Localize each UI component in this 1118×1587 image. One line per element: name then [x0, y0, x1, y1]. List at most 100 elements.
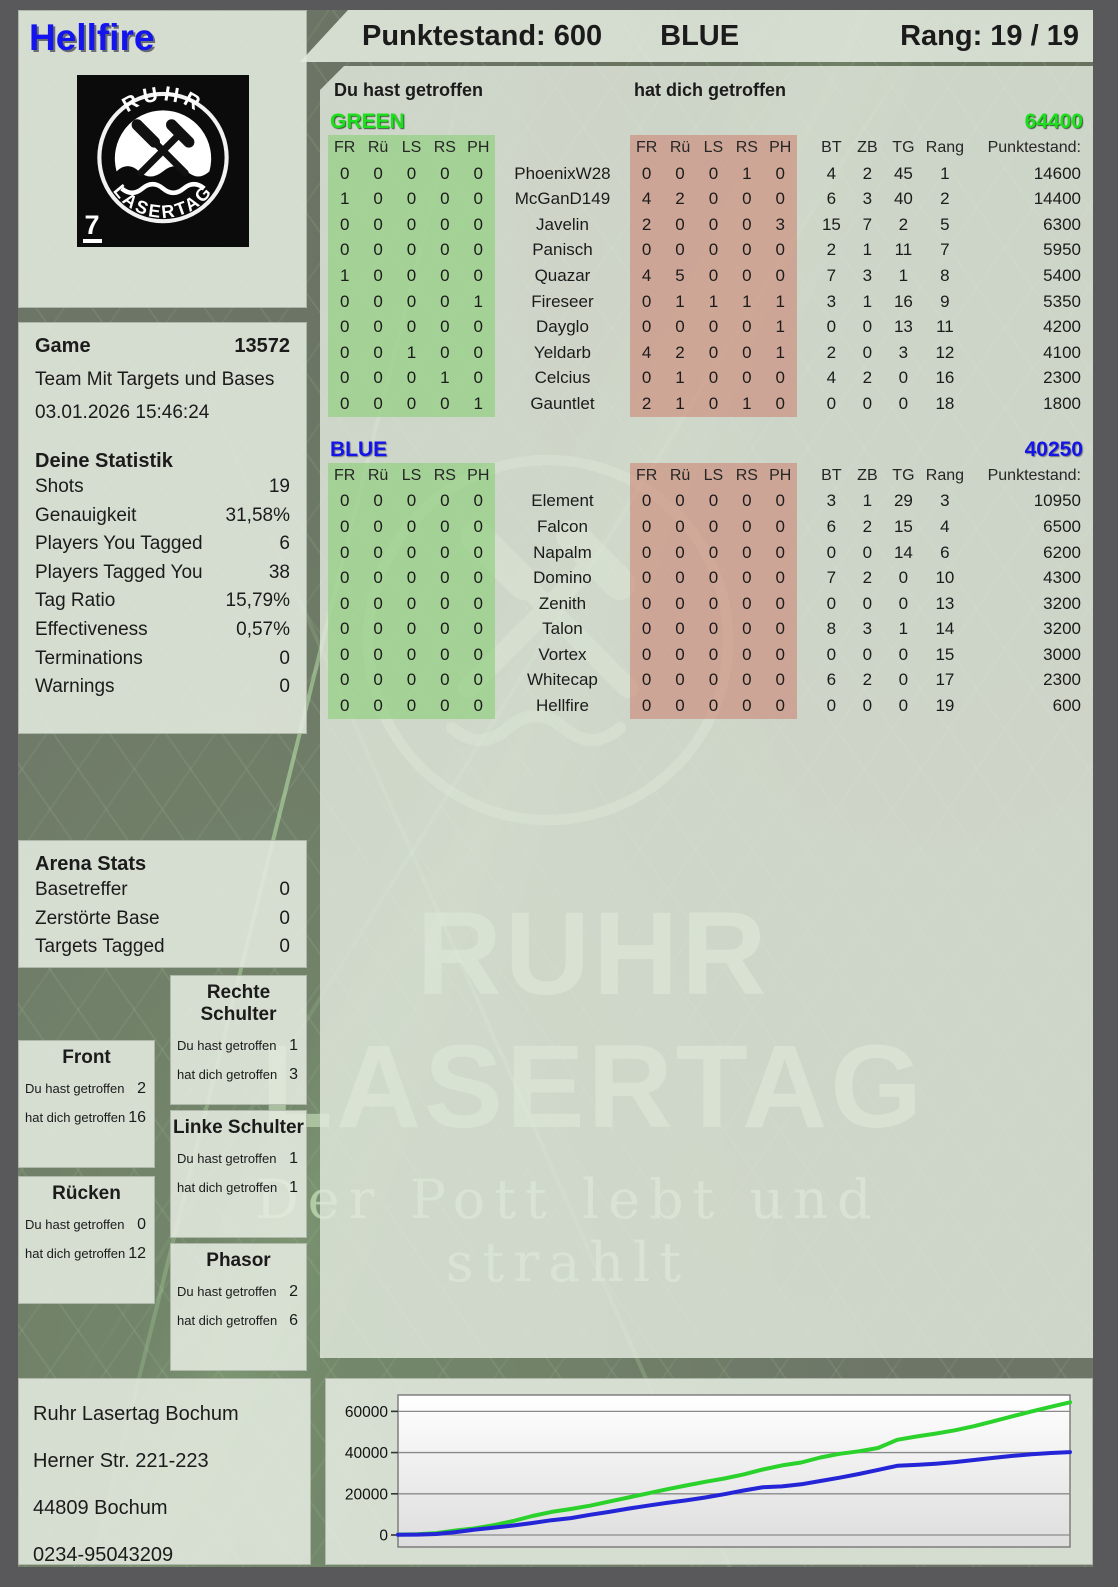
col-header: Rü	[361, 462, 395, 489]
col-gap	[797, 488, 813, 514]
cell-them-hit: 0	[730, 693, 764, 719]
game-datetime: 03.01.2026 15:46:24	[35, 402, 210, 423]
cell-zb: 2	[862, 163, 873, 183]
col-gap	[797, 263, 813, 289]
col-gap	[797, 540, 813, 566]
stat-row: Players Tagged You 38	[35, 559, 290, 588]
cell-you-hit: 0	[361, 693, 395, 719]
cell-player-name: Whitecap	[527, 670, 598, 690]
cell-them-hit: 0	[696, 365, 731, 392]
cell-you-hit: 1	[328, 263, 362, 289]
cell-you-hit: 0	[328, 288, 362, 315]
cell-you-hit: 0	[428, 616, 462, 642]
cell-rang: 10	[935, 568, 955, 588]
cell-you-hit: 1	[428, 365, 462, 392]
cell-bt: 15	[821, 214, 841, 234]
cell-bt: 4	[826, 163, 837, 183]
cell-zb: 3	[862, 266, 873, 286]
col-gap	[797, 161, 813, 187]
arena-stats-title: Arena Stats	[35, 853, 147, 875]
cell-tg: 1	[898, 266, 909, 286]
cell-tg: 0	[898, 593, 909, 613]
cell-tg: 0	[898, 644, 909, 664]
cell-bt: 3	[826, 491, 837, 511]
cell-them-hit: 1	[730, 160, 764, 187]
cell-bt: 0	[826, 542, 837, 562]
cell-rang: 9	[940, 291, 950, 311]
col-header: Rü	[663, 135, 697, 161]
stat-row: Warnings 0	[35, 673, 290, 702]
cell-them-hit: 0	[663, 488, 697, 514]
cell-zb: 1	[862, 240, 873, 260]
cell-rang: 17	[935, 670, 955, 690]
cell-them-hit: 0	[663, 565, 697, 591]
cell-them-hit: 0	[696, 263, 731, 289]
hitbox-you-label: Du hast getroffen	[177, 1284, 277, 1299]
cell-you-hit: 0	[328, 211, 362, 238]
cell-you-hit: 0	[461, 314, 495, 340]
cell-player-name: Domino	[533, 568, 592, 588]
cell-you-hit: 0	[361, 237, 395, 264]
col-header: FR	[328, 135, 362, 161]
stat-value: 0	[279, 676, 290, 698]
cell-bt: 7	[826, 266, 837, 286]
cell-them-hit: 0	[629, 641, 664, 668]
cell-you-hit: 0	[361, 641, 395, 668]
cell-bt: 0	[826, 593, 837, 613]
cell-rang: 18	[935, 394, 955, 414]
cell-them-hit: 0	[696, 237, 731, 264]
cell-you-hit: 0	[428, 539, 462, 566]
cell-you-hit: 0	[461, 565, 495, 591]
cell-bt: 6	[826, 670, 837, 690]
col-header: RS	[730, 135, 764, 161]
table-row: 0 0 0 0 0 Domino 0 0 0 0 0 7 2 0 10 4300	[328, 565, 1085, 591]
col-header: TG	[892, 466, 915, 484]
cell-them-hit: 0	[696, 513, 731, 540]
cell-them-hit: 0	[696, 693, 731, 719]
cell-them-hit: 0	[629, 237, 664, 264]
cell-tg: 40	[893, 189, 913, 209]
col-header: LS	[394, 462, 429, 489]
cell-them-hit: 0	[629, 693, 664, 719]
cell-you-hit: 0	[428, 186, 462, 212]
col-gap	[797, 314, 813, 340]
col-header: Punktestand:	[987, 139, 1081, 157]
cell-zb: 3	[862, 189, 873, 209]
col-gap	[797, 135, 813, 161]
stat-row: Targets Tagged 0	[35, 933, 290, 962]
table-row: 0 0 0 0 0 Vortex 0 0 0 0 0 0 0 0 15 3000	[328, 641, 1085, 668]
cell-punktestand: 3000	[1043, 644, 1081, 664]
cell-them-hit: 0	[730, 641, 764, 668]
cell-you-hit: 0	[461, 539, 495, 566]
rank-value: Rang: 19 / 19	[900, 19, 1079, 52]
chart-tick-label: 0	[379, 1528, 388, 1545]
stat-row: Zerstörte Base 0	[35, 905, 290, 934]
hitbox-them-label: hat dich getroffen	[177, 1180, 278, 1195]
cell-you-hit: 0	[461, 513, 495, 540]
stat-value: 0	[279, 879, 290, 900]
cell-punktestand: 600	[1052, 696, 1081, 716]
cell-tg: 13	[893, 317, 913, 337]
cell-them-hit: 0	[763, 565, 797, 591]
cell-you-hit: 0	[361, 288, 395, 315]
cell-rang: 8	[940, 266, 950, 286]
cell-them-hit: 0	[663, 237, 697, 264]
stat-label: Genauigkeit	[35, 504, 137, 526]
cell-you-hit: 0	[428, 211, 462, 238]
team-green-table: FR Rü LS RS PH FR Rü LS RS PH BT ZB TG Rang Punktestan…	[328, 135, 1085, 417]
hitbox-rechte-schulter: Rechte Schulter Du hast getroffen 1 hat d…	[170, 975, 307, 1105]
cell-you-hit: 0	[361, 314, 395, 340]
hitbox-you-value: 2	[289, 1283, 298, 1300]
cell-tg: 2	[898, 214, 909, 234]
cell-you-hit: 0	[428, 237, 462, 264]
cell-punktestand: 5400	[1043, 266, 1081, 286]
cell-player-name: Gauntlet	[530, 394, 595, 414]
stat-label: Zerstörte Base	[35, 907, 160, 929]
cell-zb: 0	[862, 394, 873, 414]
logo-number-badge: 7	[82, 210, 102, 243]
cell-zb: 0	[862, 342, 873, 362]
cell-punktestand: 4200	[1043, 317, 1081, 337]
chart-dynamic: 0 20000 40000 60000	[345, 1400, 1072, 1545]
cell-them-hit: 0	[730, 339, 764, 366]
cell-tg: 1	[898, 619, 909, 639]
